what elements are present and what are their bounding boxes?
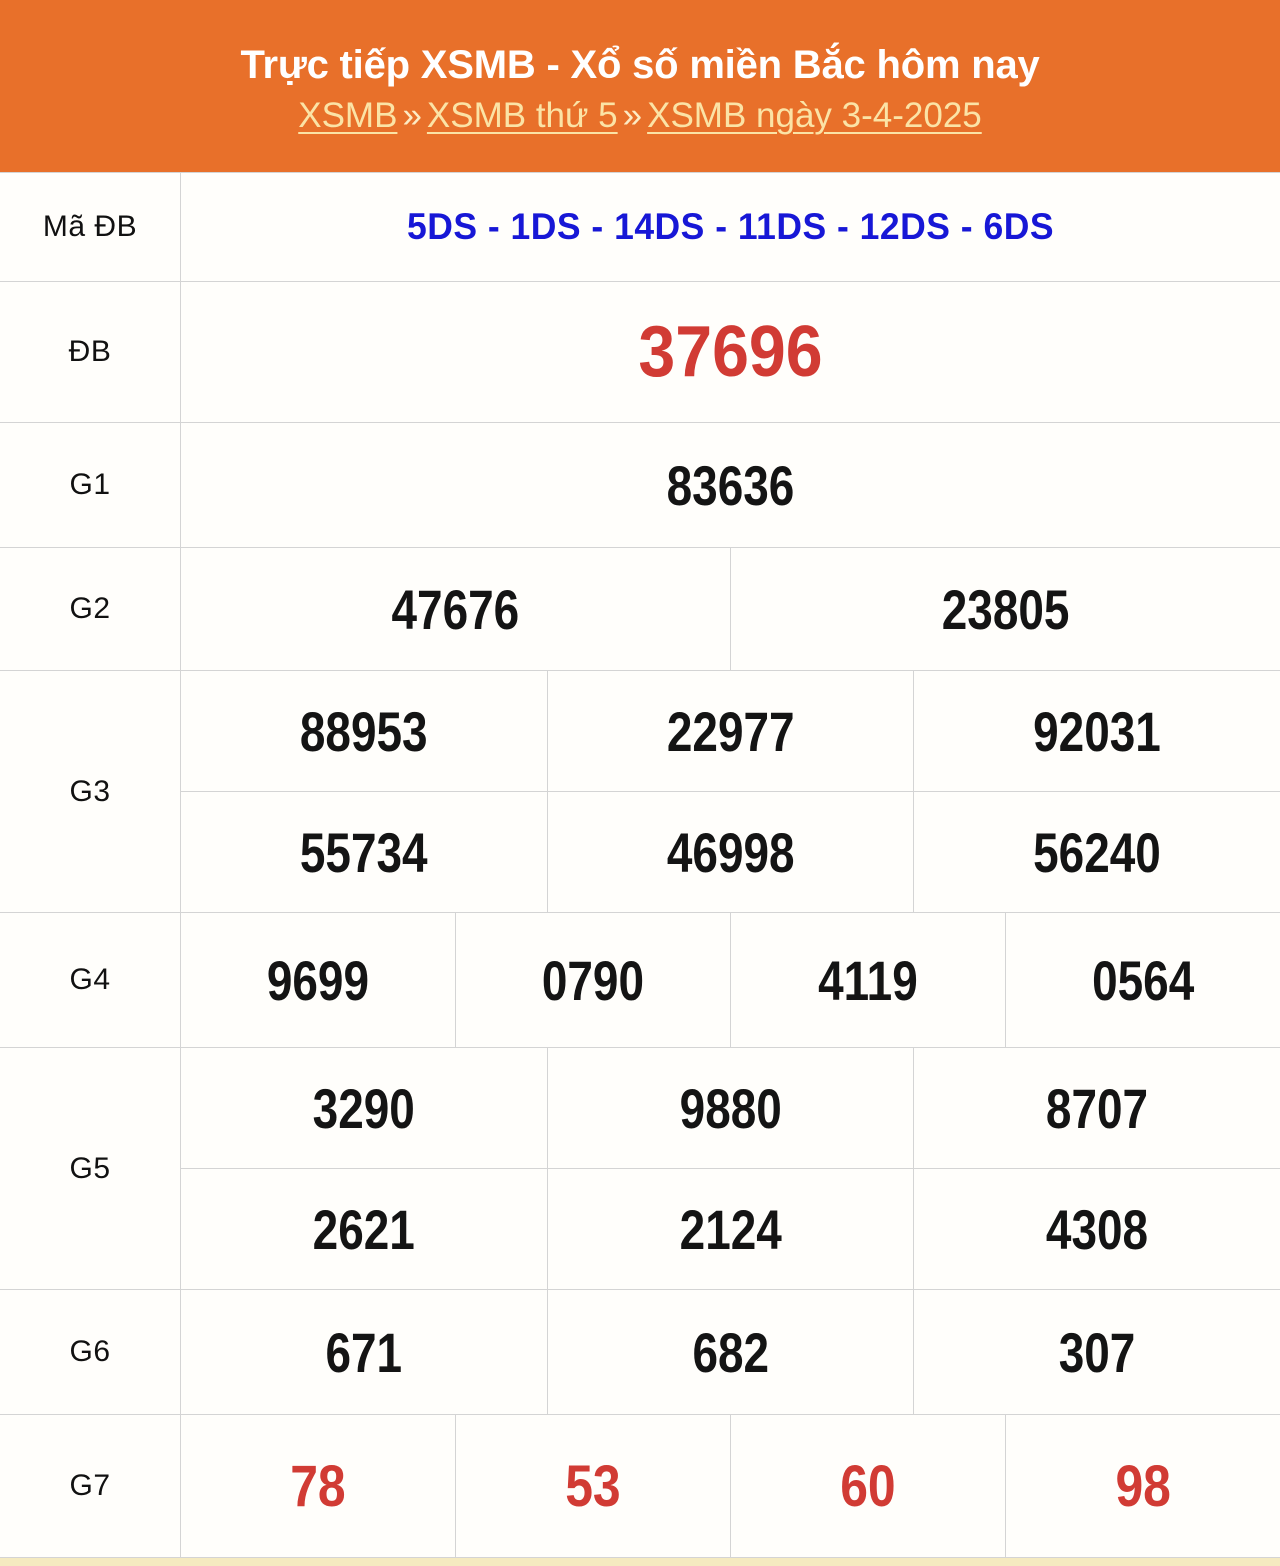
cell-g3-1: 22977 — [546, 670, 914, 792]
cell-g3-5: 56240 — [913, 791, 1280, 913]
breadcrumb: XSMB» XSMB thứ 5» XSMB ngày 3-4-2025 — [298, 95, 982, 137]
table-row-g1: G1 83636 — [0, 422, 1280, 548]
cell-g3-3: 55734 — [180, 791, 548, 913]
table-row-g6: G6 671 682 307 — [0, 1289, 1280, 1415]
cell-g4-3: 0564 — [1004, 912, 1280, 1048]
table-row-g5-a: G5 3290 9880 8707 — [0, 1047, 1280, 1290]
page-title: Trực tiếp XSMB - Xổ số miền Bắc hôm nay — [240, 42, 1040, 87]
cell-g5-0: 3290 — [180, 1047, 548, 1169]
cell-g5-2: 8707 — [913, 1047, 1280, 1169]
row-label-g4: G4 — [0, 912, 181, 1048]
prize-value-g5-1: 9880 — [679, 1076, 782, 1140]
cell-g6-0: 671 — [180, 1289, 548, 1415]
prize-value-g7-2: 60 — [839, 1453, 896, 1519]
row-label-g7: G7 — [0, 1414, 181, 1558]
row-label-g1: G1 — [0, 422, 181, 548]
table-row-g4: G4 9699 0790 4119 0564 — [0, 912, 1280, 1048]
prize-value-g2-0: 47676 — [391, 577, 520, 641]
lottery-results-table: Mã ĐB 5DS - 1DS - 14DS - 11DS - 12DS - 6… — [0, 172, 1280, 1558]
page-header: Trực tiếp XSMB - Xổ số miền Bắc hôm nay … — [0, 0, 1280, 172]
cell-g6-2: 307 — [913, 1289, 1280, 1415]
cell-g7-3: 98 — [1004, 1414, 1280, 1558]
cell-g4-0: 9699 — [180, 912, 456, 1048]
breadcrumb-link-xsmb-ngay[interactable]: XSMB ngày 3-4-2025 — [647, 95, 982, 135]
prize-value-g6-1: 682 — [691, 1320, 769, 1384]
ma-db-code-value: 5DS - 1DS - 14DS - 11DS - 12DS - 6DS — [406, 206, 1055, 247]
row-label-db: ĐB — [0, 281, 181, 423]
prize-value-g6-0: 671 — [325, 1320, 403, 1384]
row-label-ma-db: Mã ĐB — [0, 172, 181, 282]
prize-value-g4-3: 0564 — [1091, 948, 1194, 1012]
cell-g4-1: 0790 — [454, 912, 731, 1048]
row-label-g2: G2 — [0, 547, 181, 671]
breadcrumb-link-xsmb[interactable]: XSMB — [298, 95, 398, 135]
cell-g6-1: 682 — [546, 1289, 914, 1415]
prize-value-g3-0: 88953 — [299, 699, 428, 763]
prize-value-g7-1: 53 — [565, 1453, 621, 1519]
breadcrumb-separator-2: » — [622, 95, 643, 135]
cell-g4-2: 4119 — [729, 912, 1006, 1048]
cell-db-0: 37696 — [180, 281, 1280, 423]
cell-ma-db-code: 5DS - 1DS - 14DS - 11DS - 12DS - 6DS — [180, 172, 1280, 282]
cell-g5-1: 9880 — [546, 1047, 914, 1169]
row-label-g3: G3 — [0, 670, 181, 913]
table-row-g3-b: 55734 46998 56240 — [0, 791, 1280, 913]
prize-value-g6-2: 307 — [1058, 1320, 1136, 1384]
table-row-g2: G2 47676 23805 — [0, 547, 1280, 671]
prize-value-g7-3: 98 — [1115, 1453, 1171, 1519]
cell-g3-4: 46998 — [546, 791, 914, 913]
prize-value-g3-4: 46998 — [666, 820, 795, 884]
cell-g7-1: 53 — [454, 1414, 731, 1558]
prize-value-g4-0: 9699 — [266, 948, 370, 1012]
table-row-ma-db: Mã ĐB 5DS - 1DS - 14DS - 11DS - 12DS - 6… — [0, 172, 1280, 282]
prize-value-g5-3: 2621 — [312, 1197, 415, 1261]
table-row-g5-b: 2621 2124 4308 — [0, 1168, 1280, 1290]
cell-g5-4: 2124 — [546, 1168, 914, 1290]
cell-g7-0: 78 — [180, 1414, 456, 1558]
prize-value-g2-1: 23805 — [941, 577, 1070, 641]
prize-value-g7-0: 78 — [290, 1453, 346, 1519]
table-row-g3-a: G3 88953 22977 92031 — [0, 670, 1280, 913]
cell-g1-0: 83636 — [180, 422, 1280, 548]
prize-value-g1-0: 83636 — [666, 453, 795, 517]
row-label-g5: G5 — [0, 1047, 181, 1290]
prize-value-g4-2: 4119 — [817, 948, 918, 1012]
prize-value-g3-5: 56240 — [1033, 820, 1161, 884]
cell-g2-1: 23805 — [729, 547, 1280, 671]
cell-g7-2: 60 — [729, 1414, 1006, 1558]
breadcrumb-separator-1: » — [402, 95, 422, 135]
prize-value-g3-3: 55734 — [299, 820, 428, 884]
cell-g3-0: 88953 — [180, 670, 548, 792]
cell-g5-3: 2621 — [180, 1168, 548, 1290]
row-label-g6: G6 — [0, 1289, 181, 1415]
prize-value-g3-2: 92031 — [1033, 699, 1161, 763]
cell-g5-5: 4308 — [913, 1168, 1280, 1290]
cell-g2-0: 47676 — [180, 547, 731, 671]
prize-value-g4-1: 0790 — [541, 948, 644, 1012]
footer-strip — [0, 1558, 1280, 1566]
prize-value-g5-0: 3290 — [312, 1076, 415, 1140]
cell-g3-2: 92031 — [913, 670, 1280, 792]
prize-value-g5-4: 2124 — [679, 1197, 782, 1261]
prize-value-db-0: 37696 — [638, 312, 823, 392]
prize-value-g5-2: 8707 — [1045, 1076, 1149, 1140]
prize-value-g3-1: 22977 — [666, 699, 795, 763]
table-row-g7: G7 78 53 60 98 — [0, 1414, 1280, 1558]
breadcrumb-link-xsmb-thu-5[interactable]: XSMB thứ 5 — [426, 95, 618, 135]
prize-value-g5-5: 4308 — [1045, 1197, 1149, 1261]
table-row-db: ĐB 37696 — [0, 281, 1280, 423]
